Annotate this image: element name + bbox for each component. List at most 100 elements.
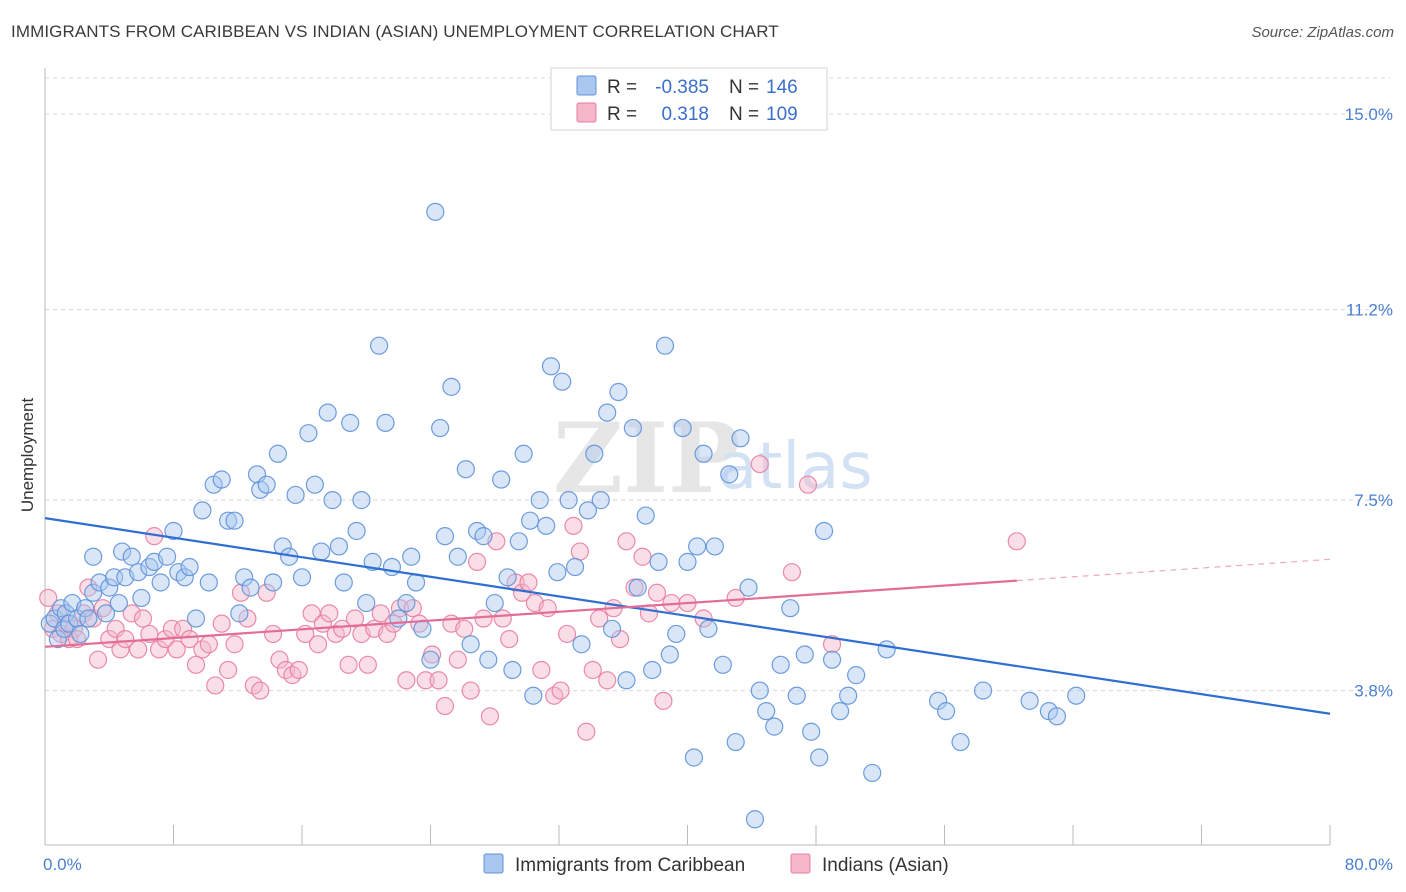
blue-point-141 bbox=[877, 640, 896, 659]
pink-point-109 bbox=[1007, 532, 1026, 551]
pink-point-53 bbox=[345, 609, 365, 628]
series-legend: Immigrants from Caribbean Indians (Asian… bbox=[483, 853, 949, 876]
pink-point-92 bbox=[598, 671, 617, 690]
blue-point-56 bbox=[329, 537, 349, 556]
pink-point-108 bbox=[822, 635, 842, 654]
pink-point-12 bbox=[93, 599, 112, 618]
watermark-atlas: atlas bbox=[718, 430, 873, 504]
blue-point-88 bbox=[520, 511, 540, 530]
pink-point-25 bbox=[167, 640, 186, 659]
source-credit: Source: ZipAtlas.com bbox=[1251, 24, 1394, 41]
y-tick-label-1: 7.5% bbox=[1354, 491, 1393, 510]
pink-point-58 bbox=[378, 624, 397, 644]
blue-point-49 bbox=[286, 485, 305, 505]
pink-point-86 bbox=[557, 624, 577, 644]
pink-point-97 bbox=[633, 547, 652, 566]
trend-lines bbox=[44, 517, 1331, 715]
blue-point-39 bbox=[230, 604, 249, 623]
blue-point-73 bbox=[431, 418, 450, 438]
correlation-legend: R = -0.385 N = 146 R = 0.318 N = 109 bbox=[550, 67, 828, 131]
pink-point-0 bbox=[39, 588, 58, 608]
pink-point-85 bbox=[551, 681, 570, 700]
blue-point-92 bbox=[541, 357, 561, 376]
pink-trend-line bbox=[44, 579, 1017, 648]
blue-point-59 bbox=[347, 521, 366, 541]
pink-point-89 bbox=[577, 722, 596, 741]
blue-point-23 bbox=[132, 588, 151, 608]
blue-point-51 bbox=[299, 424, 318, 443]
blue-point-83 bbox=[492, 470, 511, 489]
blue-point-80 bbox=[474, 527, 493, 546]
y-tick-label-3: 15.0% bbox=[1345, 105, 1393, 124]
blue-point-146 bbox=[1020, 691, 1039, 710]
pink-point-32 bbox=[212, 614, 231, 633]
pink-point-104 bbox=[726, 588, 745, 608]
y-tick-label-2: 11.2% bbox=[1346, 301, 1393, 320]
blue-point-133 bbox=[802, 722, 821, 741]
pink-point-77 bbox=[500, 629, 519, 649]
pink-point-90 bbox=[583, 660, 602, 680]
blue-point-9 bbox=[71, 624, 90, 644]
blue-point-117 bbox=[694, 444, 713, 463]
pink-point-55 bbox=[358, 655, 377, 674]
blue-point-123 bbox=[731, 429, 750, 448]
bottom-legend-swatch-pink bbox=[790, 853, 811, 874]
pink-point-19 bbox=[133, 609, 153, 628]
blue-point-68 bbox=[402, 547, 421, 566]
legend-n-label-pink: N = bbox=[729, 104, 759, 125]
blue-point-100 bbox=[591, 491, 610, 510]
legend-swatch-pink bbox=[576, 102, 597, 123]
blue-point-113 bbox=[673, 418, 692, 438]
pink-point-18 bbox=[129, 640, 148, 659]
blue-point-30 bbox=[175, 568, 194, 587]
blue-point-62 bbox=[363, 552, 382, 571]
blue-point-145 bbox=[973, 681, 993, 700]
blue-point-32 bbox=[186, 609, 206, 628]
blue-point-14 bbox=[90, 573, 109, 592]
blue-point-10 bbox=[76, 599, 95, 618]
pink-point-76 bbox=[493, 609, 512, 628]
blue-point-106 bbox=[628, 578, 647, 597]
pink-point-67 bbox=[435, 696, 455, 716]
blue-point-65 bbox=[382, 557, 402, 577]
blue-point-19 bbox=[112, 542, 132, 561]
bottom-legend-label-blue: Immigrants from Caribbean bbox=[515, 855, 745, 876]
blue-point-28 bbox=[164, 521, 183, 541]
blue-point-5 bbox=[56, 604, 75, 623]
pink-point-17 bbox=[122, 604, 141, 623]
blue-point-26 bbox=[151, 573, 170, 592]
pink-point-30 bbox=[199, 635, 218, 654]
blue-point-78 bbox=[461, 635, 480, 654]
blue-point-15 bbox=[96, 604, 116, 623]
pink-point-61 bbox=[397, 671, 416, 690]
pink-point-73 bbox=[474, 609, 493, 628]
blue-point-76 bbox=[448, 547, 467, 566]
blue-point-149 bbox=[1067, 686, 1086, 705]
pink-point-70 bbox=[455, 619, 474, 638]
blue-point-108 bbox=[643, 660, 662, 680]
blue-point-0 bbox=[40, 614, 59, 633]
pink-point-99 bbox=[647, 583, 667, 602]
pink-point-72 bbox=[467, 552, 487, 571]
blue-point-124 bbox=[739, 578, 758, 597]
blue-point-13 bbox=[84, 547, 103, 566]
axes bbox=[44, 68, 1331, 846]
pink-point-71 bbox=[461, 681, 480, 700]
blue-point-97 bbox=[572, 635, 591, 654]
blue-point-31 bbox=[180, 557, 199, 577]
blue-point-137 bbox=[830, 702, 850, 721]
blue-point-82 bbox=[485, 593, 504, 613]
pink-point-82 bbox=[532, 660, 551, 680]
pink-point-107 bbox=[798, 475, 818, 494]
blue-point-131 bbox=[787, 686, 806, 705]
pink-point-83 bbox=[538, 599, 557, 618]
x-tick-label-0: 0.0% bbox=[43, 855, 82, 874]
blue-point-75 bbox=[442, 377, 461, 396]
blue-point-44 bbox=[257, 475, 276, 494]
blue-point-99 bbox=[585, 444, 604, 463]
blue-point-120 bbox=[713, 655, 732, 674]
pink-point-74 bbox=[480, 707, 500, 726]
legend-r-value-pink: 0.318 bbox=[661, 104, 709, 125]
blue-point-86 bbox=[509, 532, 528, 551]
blue-point-138 bbox=[839, 686, 858, 705]
